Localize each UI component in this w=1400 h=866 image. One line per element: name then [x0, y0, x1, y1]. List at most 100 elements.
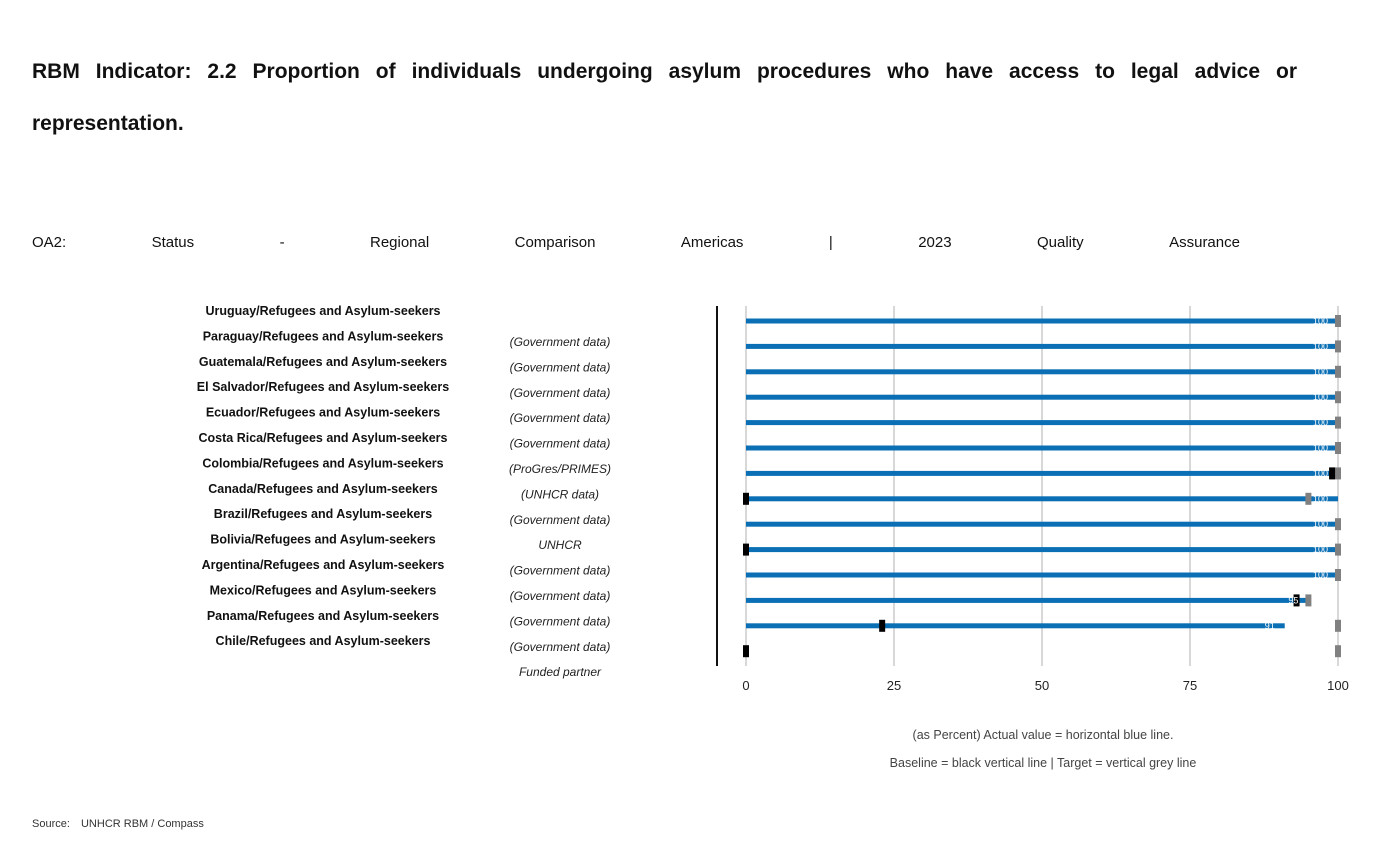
- value-label: 100: [1313, 367, 1328, 377]
- category-label: Panama/Refugees and Asylum-seekers: [207, 609, 439, 623]
- value-label: 95: [1288, 595, 1298, 605]
- baseline-marker: [743, 645, 749, 658]
- category-label: Paraguay/Refugees and Asylum-seekers: [203, 329, 444, 343]
- data-source-label: UNHCR: [538, 538, 582, 552]
- baseline-marker: [743, 492, 749, 505]
- category-label: Mexico/Refugees and Asylum-seekers: [210, 583, 437, 597]
- category-label: Costa Rica/Refugees and Asylum-seekers: [199, 431, 448, 445]
- data-source-label: (Government data): [510, 614, 611, 628]
- subtitle-word: |: [828, 234, 833, 251]
- target-marker: [1305, 492, 1312, 505]
- actual-bar: [746, 420, 1338, 426]
- category-label: Guatemala/Refugees and Asylum-seekers: [199, 355, 447, 369]
- value-label: 100: [1313, 494, 1328, 504]
- data-source-label: (Government data): [510, 640, 611, 654]
- actual-bar: [746, 572, 1338, 578]
- target-marker: [1305, 594, 1312, 607]
- data-source-label: Funded partner: [519, 665, 602, 679]
- chart-subtitle: OA2: Status - Regional Comparison Americas | 20…: [32, 234, 1240, 251]
- data-source-label: (Government data): [510, 411, 611, 425]
- subtitle-word: -: [279, 234, 285, 251]
- category-label: Uruguay/Refugees and Asylum-seekers: [205, 304, 440, 318]
- x-tick-label: 50: [1035, 678, 1049, 693]
- source-text: UNHCR RBM / Compass: [80, 818, 204, 830]
- value-label: 100: [1313, 418, 1328, 428]
- grid-lines: [716, 306, 1339, 666]
- actual-bar: [746, 547, 1338, 553]
- category-label: Bolivia/Refugees and Asylum-seekers: [210, 533, 435, 547]
- subtitle-word: OA2:: [32, 234, 67, 251]
- target-marker: [1335, 442, 1341, 454]
- baseline-marker: [743, 543, 749, 556]
- actual-bar: [746, 318, 1338, 324]
- source-note: Source: UNHCR RBM / Compass: [32, 818, 212, 830]
- baseline-marker: [879, 619, 886, 632]
- value-label: 100: [1313, 443, 1328, 453]
- data-source-label: (UNHCR data): [521, 487, 599, 501]
- actual-bar: [746, 521, 1338, 527]
- source-label: Source:: [32, 818, 70, 830]
- actual-bar: [746, 496, 1338, 502]
- subtitle-word: Status: [151, 234, 195, 251]
- category-label: Ecuador/Refugees and Asylum-seekers: [206, 406, 440, 420]
- x-axis: 0 25 50 75 100: [742, 678, 1348, 693]
- value-label: 100: [1313, 570, 1328, 580]
- actual-bar: [746, 394, 1338, 400]
- value-label: 100: [1313, 316, 1328, 326]
- actual-bar: [746, 597, 1309, 603]
- x-tick-label: 0: [742, 678, 749, 693]
- bars: 100 100 100 100 100 100 100 100 100 100 100 95 91: [743, 315, 1341, 658]
- legend-line-1: (as Percent) Actual value = horizontal b…: [912, 728, 1174, 742]
- target-marker: [1335, 315, 1341, 327]
- target-marker: [1335, 340, 1341, 353]
- target-marker: [1335, 569, 1341, 581]
- actual-bar: [746, 343, 1338, 349]
- category-label: Canada/Refugees and Asylum-seekers: [208, 482, 438, 496]
- target-marker: [1335, 365, 1341, 378]
- subtitle-word: Quality: [1036, 234, 1084, 251]
- data-source-label: (Government data): [510, 589, 611, 603]
- x-tick-label: 25: [887, 678, 901, 693]
- category-label: Brazil/Refugees and Asylum-seekers: [214, 507, 432, 521]
- data-source-label: (Government data): [510, 437, 611, 451]
- data-source-label: (Government data): [510, 513, 611, 527]
- value-label: 100: [1313, 468, 1328, 478]
- category-label: Argentina/Refugees and Asylum-seekers: [202, 558, 445, 572]
- target-marker: [1335, 518, 1341, 531]
- actual-bar: [746, 470, 1338, 476]
- target-marker: [1335, 391, 1341, 404]
- data-source-label: (Government data): [510, 564, 611, 578]
- category-label: Chile/Refugees and Asylum-seekers: [216, 634, 431, 648]
- subtitle-word: Comparison: [514, 234, 596, 251]
- subtitle-word: Regional: [369, 234, 430, 251]
- x-tick-label: 75: [1183, 678, 1197, 693]
- actual-bar: [746, 623, 1285, 629]
- value-label: 100: [1313, 392, 1328, 402]
- page-title: RBM Indicator: 2.2 Proportion of individ…: [32, 60, 1297, 135]
- data-source-label: (Government data): [510, 360, 611, 374]
- legend-line-2: Baseline = black vertical line | Target …: [889, 756, 1197, 770]
- baseline-marker: [1329, 467, 1336, 480]
- baseline-marker: [1293, 594, 1300, 607]
- subtitle-word: Assurance: [1169, 234, 1240, 251]
- target-marker: [1335, 543, 1341, 556]
- category-labels: Uruguay/Refugees and Asylum-seekers (Gove…: [197, 304, 611, 679]
- target-marker: [1335, 645, 1341, 658]
- data-source-label: (Government data): [510, 386, 611, 400]
- target-marker: [1335, 467, 1341, 480]
- category-label: El Salvador/Refugees and Asylum-seekers: [197, 380, 449, 394]
- actual-bar: [746, 445, 1338, 451]
- value-label: 91: [1265, 621, 1275, 631]
- data-source-label: (Government data): [510, 335, 611, 349]
- x-tick-label: 100: [1327, 678, 1349, 693]
- actual-bar: [746, 369, 1338, 375]
- value-label: 100: [1313, 545, 1328, 555]
- subtitle-word: 2023: [918, 234, 952, 251]
- value-label: 100: [1313, 519, 1328, 529]
- data-source-label: (ProGres/PRIMES): [509, 462, 611, 476]
- value-label: 100: [1313, 341, 1328, 351]
- target-marker: [1335, 619, 1341, 632]
- subtitle-word: Americas: [680, 234, 744, 251]
- target-marker: [1335, 416, 1341, 429]
